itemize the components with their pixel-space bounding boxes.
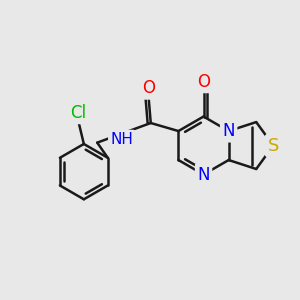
Text: O: O	[197, 73, 210, 91]
Text: N: N	[197, 166, 210, 184]
Text: O: O	[142, 79, 155, 97]
Text: S: S	[268, 136, 279, 154]
Text: N: N	[222, 122, 235, 140]
Text: NH: NH	[110, 132, 133, 147]
Text: Cl: Cl	[70, 104, 87, 122]
